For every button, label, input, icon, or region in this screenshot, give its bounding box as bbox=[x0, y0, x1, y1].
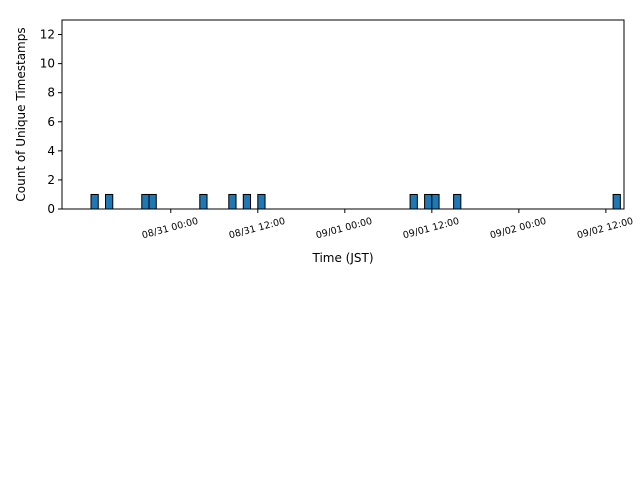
x-axis-label: Time (JST) bbox=[311, 251, 373, 265]
y-tick-label: 0 bbox=[47, 202, 55, 216]
histogram-bar bbox=[141, 193, 150, 210]
histogram-bar bbox=[228, 193, 237, 210]
y-tick-label: 4 bbox=[47, 144, 55, 158]
y-tick-label: 6 bbox=[47, 115, 55, 129]
x-tick-label: 09/01 00:00 bbox=[315, 216, 374, 242]
histogram-bar bbox=[105, 193, 114, 210]
x-axis: 08/31 00:00 08/31 12:00 09/01 00:00 09/01 1… bbox=[141, 209, 635, 241]
y-tick-label: 8 bbox=[47, 86, 55, 100]
x-tick-label: 09/02 00:00 bbox=[489, 216, 548, 242]
histogram-bar bbox=[90, 193, 99, 210]
histogram-bar bbox=[424, 193, 433, 210]
y-axis-label: Count of Unique Timestamps bbox=[14, 27, 28, 201]
plot-frame bbox=[61, 19, 625, 210]
histogram-bar bbox=[453, 193, 462, 210]
histogram-bar bbox=[431, 193, 440, 210]
y-tick-label: 2 bbox=[47, 173, 55, 187]
x-tick-label: 09/02 12:00 bbox=[576, 216, 635, 242]
x-tick-label: 08/31 12:00 bbox=[228, 216, 287, 242]
histogram-bar bbox=[612, 193, 621, 210]
bars-group bbox=[90, 193, 621, 210]
histogram-bar bbox=[199, 193, 208, 210]
x-tick-label: 09/01 12:00 bbox=[402, 216, 461, 242]
histogram-bar bbox=[242, 193, 252, 210]
histogram-bar bbox=[257, 193, 266, 210]
histogram-bar bbox=[409, 193, 418, 210]
y-axis: 0 2 4 6 8 10 12 bbox=[40, 28, 62, 216]
histogram-bar bbox=[148, 193, 157, 210]
x-tick-label: 08/31 00:00 bbox=[141, 216, 200, 242]
y-tick-label: 10 bbox=[40, 57, 55, 71]
y-tick-label: 12 bbox=[40, 28, 55, 42]
